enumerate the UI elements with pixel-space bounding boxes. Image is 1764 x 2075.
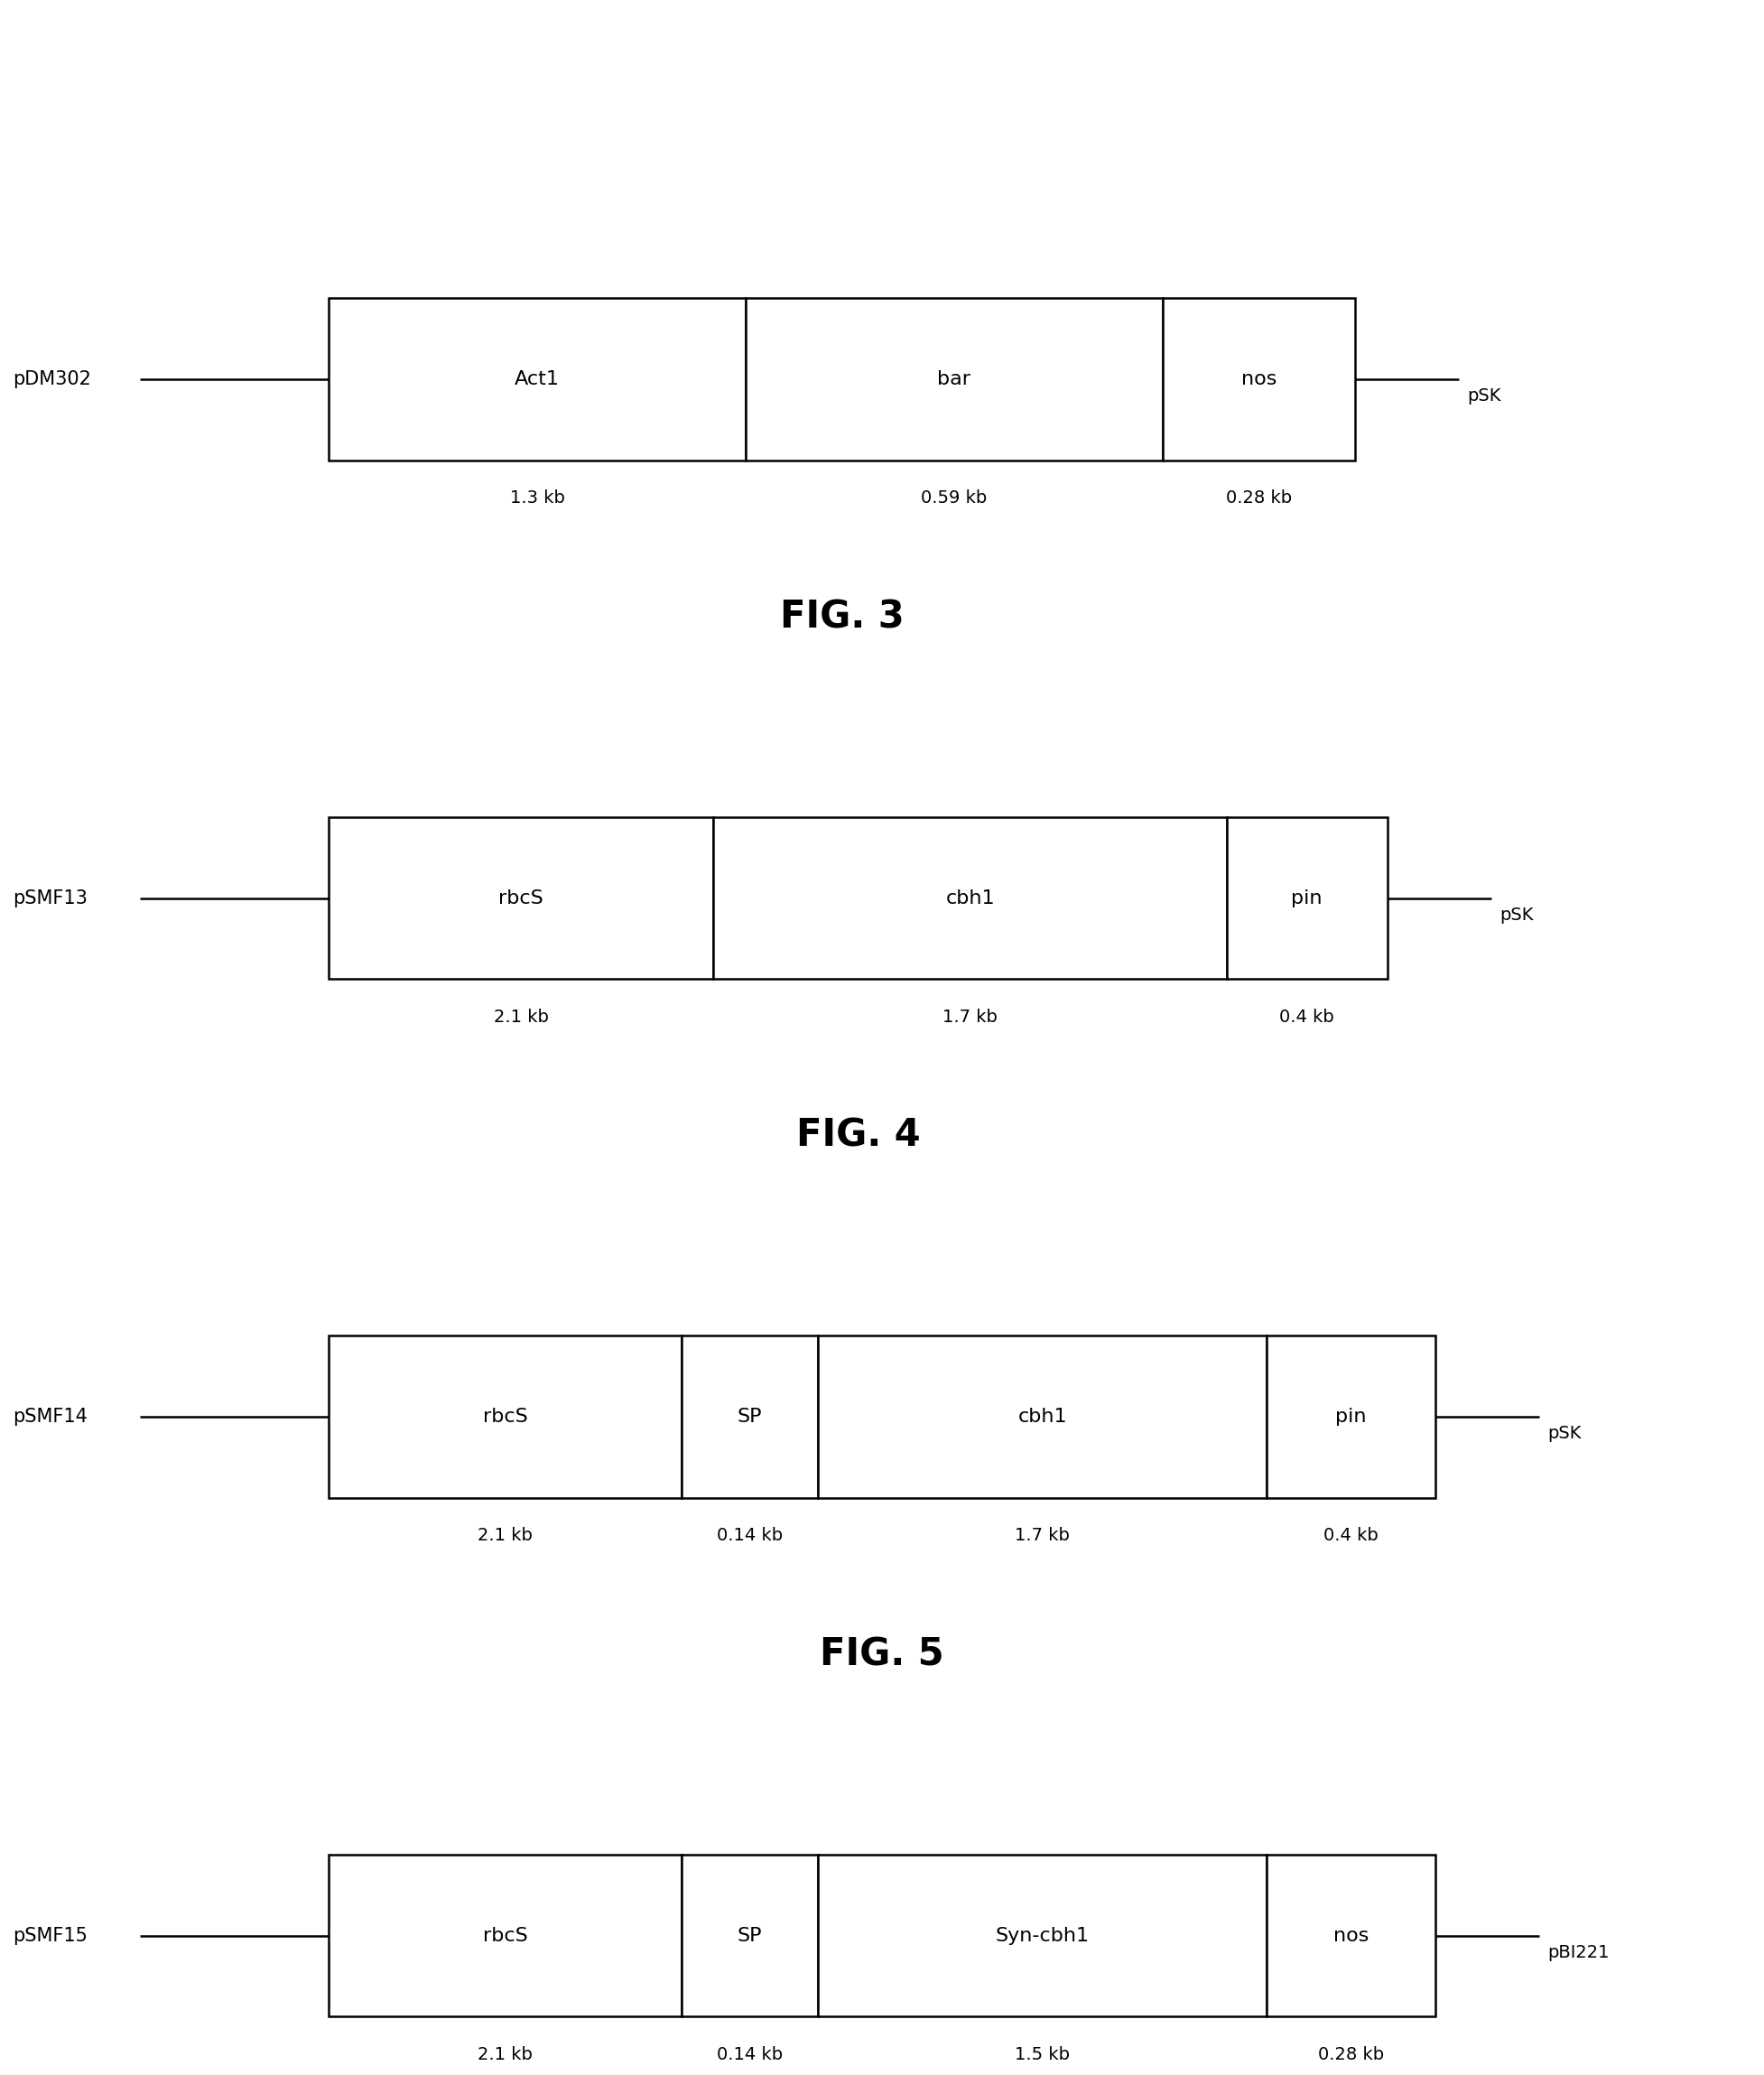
Text: pSK: pSK (1499, 907, 1533, 923)
Bar (328, 299, 746, 461)
Text: pDM302: pDM302 (12, 369, 92, 388)
Text: pin: pin (1291, 888, 1323, 907)
Bar (681, 1336, 818, 1498)
Bar (1267, 1855, 1436, 2017)
Text: FIG. 4: FIG. 4 (796, 1116, 921, 1156)
Text: 2.1 kb: 2.1 kb (494, 1008, 549, 1025)
Text: pSMF14: pSMF14 (12, 1407, 88, 1426)
Text: Syn-cbh1: Syn-cbh1 (995, 1926, 1090, 1944)
Bar (818, 1336, 1267, 1498)
Text: pSK: pSK (1547, 1426, 1581, 1442)
Text: rbcS: rbcS (483, 1926, 527, 1944)
Text: 1.3 kb: 1.3 kb (510, 490, 564, 506)
Bar (328, 1336, 681, 1498)
Text: 0.4 kb: 0.4 kb (1279, 1008, 1334, 1025)
Text: nos: nos (1242, 369, 1277, 388)
Bar (714, 818, 1226, 979)
Text: FIG. 5: FIG. 5 (820, 1635, 944, 1675)
Text: cbh1: cbh1 (946, 888, 995, 907)
Text: 1.5 kb: 1.5 kb (1014, 2046, 1071, 2063)
Bar (681, 1855, 818, 2017)
Text: 2.1 kb: 2.1 kb (478, 1527, 533, 1544)
Bar (746, 299, 1162, 461)
Text: FIG. 3: FIG. 3 (780, 598, 905, 637)
Text: 0.14 kb: 0.14 kb (716, 1527, 783, 1544)
Text: pin: pin (1335, 1407, 1367, 1426)
Text: rbcS: rbcS (483, 1407, 527, 1426)
Text: pSK: pSK (1468, 388, 1501, 405)
Text: SP: SP (737, 1926, 762, 1944)
Bar (328, 818, 714, 979)
Text: pSMF13: pSMF13 (12, 888, 88, 907)
Text: bar: bar (937, 369, 970, 388)
Bar (1267, 1336, 1436, 1498)
Text: 0.28 kb: 0.28 kb (1226, 490, 1291, 506)
Text: 0.4 kb: 0.4 kb (1323, 1527, 1378, 1544)
Bar (1226, 818, 1387, 979)
Text: nos: nos (1334, 1926, 1369, 1944)
Text: Act1: Act1 (515, 369, 559, 388)
Text: 0.59 kb: 0.59 kb (921, 490, 988, 506)
Text: 1.7 kb: 1.7 kb (1014, 1527, 1069, 1544)
Text: 1.7 kb: 1.7 kb (942, 1008, 998, 1025)
Bar (1162, 299, 1355, 461)
Bar (818, 1855, 1267, 2017)
Text: 0.28 kb: 0.28 kb (1318, 2046, 1385, 2063)
Text: pBI221: pBI221 (1547, 1944, 1609, 1961)
Text: SP: SP (737, 1407, 762, 1426)
Text: 2.1 kb: 2.1 kb (478, 2046, 533, 2063)
Text: rbcS: rbcS (499, 888, 543, 907)
Text: 0.14 kb: 0.14 kb (716, 2046, 783, 2063)
Text: pSMF15: pSMF15 (12, 1926, 88, 1944)
Bar (328, 1855, 681, 2017)
Text: cbh1: cbh1 (1018, 1407, 1067, 1426)
